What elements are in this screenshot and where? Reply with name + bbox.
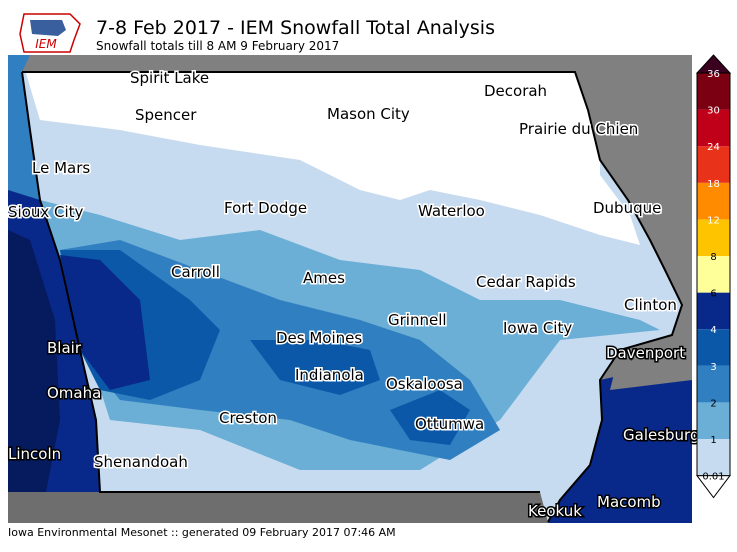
city-label: Omaha bbox=[47, 384, 101, 402]
city-label: Blair bbox=[47, 339, 82, 357]
legend-bin bbox=[697, 73, 730, 110]
city-label: Ottumwa bbox=[415, 415, 484, 433]
city-label: Waterloo bbox=[418, 202, 485, 220]
city-label: Iowa City bbox=[503, 319, 572, 337]
legend-bin bbox=[697, 329, 730, 366]
legend-label: 30 bbox=[707, 106, 720, 117]
city-label: Spirit Lake bbox=[130, 69, 209, 87]
city-label: Dubuque bbox=[593, 199, 661, 217]
city-label: Mason City bbox=[327, 105, 410, 123]
city-label: Ames bbox=[303, 269, 345, 287]
legend-label: 2 bbox=[710, 398, 716, 409]
legend-bin bbox=[697, 146, 730, 183]
city-label: Cedar Rapids bbox=[476, 273, 576, 291]
city-label: Spencer bbox=[135, 106, 197, 124]
city-label: Macomb bbox=[597, 493, 661, 511]
city-label: Des Moines bbox=[276, 329, 362, 347]
legend-bin bbox=[697, 256, 730, 293]
city-label: Shenandoah bbox=[94, 453, 188, 471]
city-label: Decorah bbox=[484, 82, 547, 100]
map bbox=[8, 55, 692, 523]
city-label: Grinnell bbox=[388, 311, 447, 329]
legend-label: 4 bbox=[710, 325, 716, 336]
city-label: Sioux City bbox=[8, 203, 84, 221]
legend-label: 12 bbox=[707, 215, 720, 226]
legend-label: 24 bbox=[707, 142, 720, 153]
city-label: Davenport bbox=[606, 344, 685, 362]
legend-frame bbox=[696, 72, 731, 477]
legend-label: 6 bbox=[710, 289, 716, 300]
legend-label: 3 bbox=[710, 362, 716, 373]
legend-bin bbox=[697, 219, 730, 256]
subtitle: Snowfall totals till 8 AM 9 February 201… bbox=[96, 39, 339, 53]
legend-label: 1 bbox=[710, 435, 716, 446]
legend-bin bbox=[697, 292, 730, 330]
city-label: Indianola bbox=[295, 366, 364, 384]
logo: IEM bbox=[19, 13, 81, 53]
city-label: Clinton bbox=[624, 296, 677, 314]
legend-label: 36 bbox=[707, 69, 720, 80]
city-label: Oskaloosa bbox=[386, 375, 463, 393]
legend-label: 8 bbox=[710, 252, 716, 263]
legend-bin bbox=[697, 365, 730, 403]
legend-label: 18 bbox=[707, 179, 720, 190]
footer: Iowa Environmental Mesonet :: generated … bbox=[8, 526, 396, 539]
city-label: Galesburg bbox=[623, 426, 699, 444]
city-label: Prairie du Chien bbox=[519, 120, 638, 138]
legend-bin bbox=[697, 109, 730, 147]
legend-bin bbox=[697, 402, 730, 439]
city-label: Carroll bbox=[171, 263, 220, 281]
city-labels: Spirit Lake Decorah Spencer Mason City Prair… bbox=[7, 68, 701, 522]
city-label: Le Mars bbox=[32, 159, 90, 177]
title: 7-8 Feb 2017 - IEM Snowfall Total Analys… bbox=[96, 17, 495, 39]
city-label: Lincoln bbox=[8, 445, 61, 463]
city-label: Fort Dodge bbox=[224, 199, 307, 217]
legend-label: 0.01 bbox=[702, 472, 724, 483]
city-label: Keokuk bbox=[528, 502, 582, 520]
legend-bin bbox=[697, 182, 730, 220]
city-label: Creston bbox=[219, 409, 277, 427]
legend-bin bbox=[697, 439, 730, 476]
logo-text: IEM bbox=[35, 37, 57, 51]
